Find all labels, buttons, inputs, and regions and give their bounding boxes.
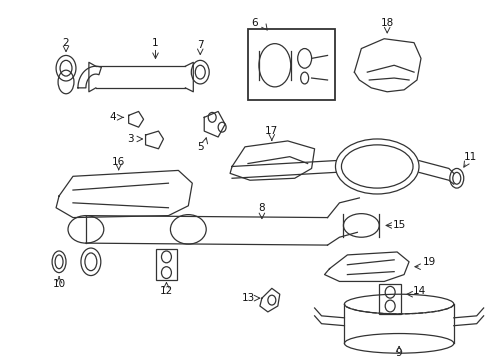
Text: 16: 16 <box>112 157 125 167</box>
Text: 4: 4 <box>109 112 116 122</box>
Bar <box>247 29 335 100</box>
Text: 19: 19 <box>422 257 435 267</box>
Text: 17: 17 <box>264 126 278 136</box>
Text: 11: 11 <box>463 152 476 162</box>
Bar <box>379 284 400 314</box>
Text: 1: 1 <box>152 38 159 48</box>
Text: 15: 15 <box>392 220 405 230</box>
Text: 14: 14 <box>411 286 425 296</box>
Text: 7: 7 <box>197 40 203 50</box>
Text: 5: 5 <box>197 142 203 152</box>
Text: 10: 10 <box>52 279 65 289</box>
Text: 3: 3 <box>127 134 134 144</box>
Bar <box>155 249 177 280</box>
Text: 13: 13 <box>241 293 254 303</box>
Text: 2: 2 <box>62 38 69 48</box>
Text: 12: 12 <box>160 286 173 296</box>
Text: 9: 9 <box>395 348 402 358</box>
Text: 18: 18 <box>380 18 393 28</box>
Text: 6: 6 <box>251 18 258 28</box>
Text: 8: 8 <box>258 203 264 213</box>
